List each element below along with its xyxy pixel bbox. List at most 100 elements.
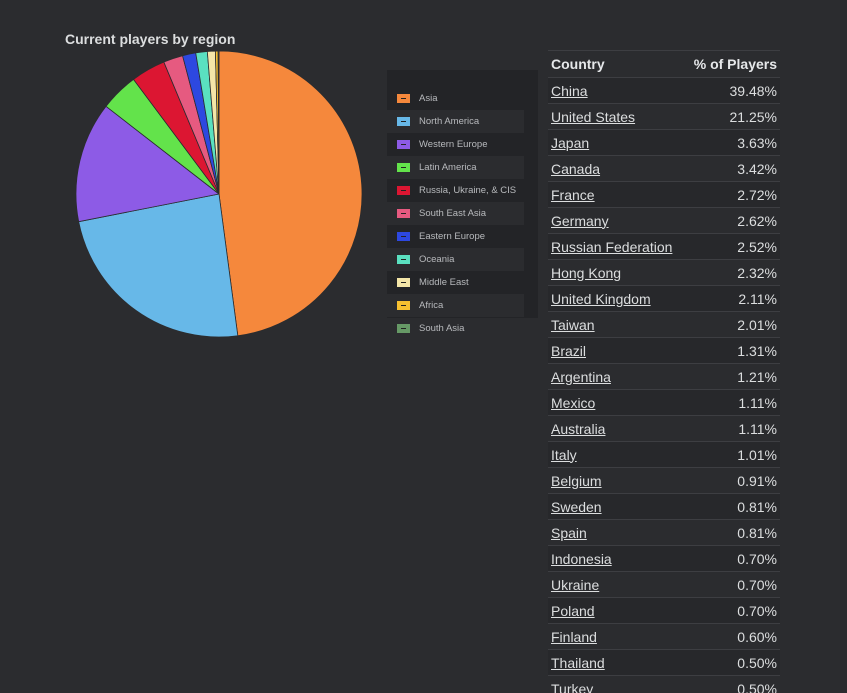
table-row: Germany 2.62% (548, 207, 780, 234)
legend-swatch (397, 255, 410, 264)
country-cell: Australia (548, 415, 685, 442)
percent-cell: 21.25% (684, 103, 780, 130)
table-row: Hong Kong 2.32% (548, 259, 780, 286)
pie-slice[interactable] (78, 193, 239, 338)
table-row: Turkey 0.50% (548, 675, 780, 693)
legend-label: Middle East (419, 277, 469, 288)
legend-label: North America (419, 116, 480, 127)
legend-item[interactable]: Middle East (387, 271, 524, 294)
legend-item[interactable]: Eastern Europe (387, 225, 524, 248)
legend-item[interactable]: Asia (387, 87, 524, 110)
country-cell: France (548, 181, 685, 208)
country-link[interactable]: United Kingdom (551, 290, 651, 307)
legend-item[interactable]: South East Asia (387, 202, 524, 225)
players-by-country-table: Country % of Players China 39.48% United S… (548, 50, 780, 693)
legend-swatch (397, 163, 410, 172)
legend-swatch (397, 117, 410, 126)
country-cell: United Kingdom (548, 285, 685, 312)
country-link[interactable]: China (551, 82, 588, 99)
pie-chart (75, 50, 363, 338)
table-row: Spain 0.81% (548, 519, 780, 546)
country-link[interactable]: Hong Kong (551, 264, 622, 281)
table-row: Finland 0.60% (548, 623, 780, 650)
country-cell: Sweden (548, 493, 685, 520)
country-cell: Poland (548, 597, 685, 624)
country-cell: Finland (548, 623, 685, 650)
legend-item[interactable]: Oceania (387, 248, 524, 271)
pie-slice[interactable] (217, 50, 220, 195)
country-link[interactable]: Canada (551, 160, 601, 177)
legend-label: Oceania (419, 254, 455, 265)
percent-cell: 2.62% (684, 207, 780, 234)
country-link[interactable]: Italy (551, 446, 577, 463)
country-cell: Ukraine (548, 571, 685, 598)
table-row: France 2.72% (548, 181, 780, 208)
table-row: Canada 3.42% (548, 155, 780, 182)
legend-label: Latin America (419, 162, 477, 173)
percent-cell: 0.81% (684, 493, 780, 520)
table-row: Poland 0.70% (548, 597, 780, 624)
percent-cell: 2.32% (684, 259, 780, 286)
legend-item[interactable]: North America (387, 110, 524, 133)
percent-cell: 0.50% (684, 675, 780, 693)
legend-swatch (397, 94, 410, 103)
country-cell: Argentina (548, 363, 685, 390)
country-cell: China (548, 77, 685, 104)
country-link[interactable]: Argentina (551, 368, 611, 385)
country-link[interactable]: Taiwan (551, 316, 595, 333)
legend-item[interactable]: Western Europe (387, 133, 524, 156)
pie-slice[interactable] (75, 105, 220, 223)
table-header-row: Country % of Players (548, 50, 780, 78)
percent-cell: 39.48% (684, 77, 780, 104)
country-link[interactable]: United States (551, 108, 636, 125)
percent-cell: 0.70% (684, 571, 780, 598)
legend-swatch (397, 301, 410, 310)
percent-cell: 0.50% (684, 649, 780, 676)
percent-column-header: % of Players (684, 50, 780, 78)
table-row: Brazil 1.31% (548, 337, 780, 364)
legend-label: Africa (419, 300, 444, 311)
country-cell: Canada (548, 155, 685, 182)
country-link[interactable]: Ukraine (551, 576, 600, 593)
country-link[interactable]: Japan (551, 134, 590, 151)
country-link[interactable]: Thailand (551, 654, 605, 671)
legend-item[interactable]: Latin America (387, 156, 524, 179)
pie-slice[interactable] (218, 50, 363, 337)
legend-label: South Asia (419, 323, 465, 334)
table-row: Ukraine 0.70% (548, 571, 780, 598)
country-link[interactable]: Belgium (551, 472, 602, 489)
country-link[interactable]: Spain (551, 524, 587, 541)
legend-item[interactable]: South Asia (387, 317, 524, 340)
country-cell: Russian Federation (548, 233, 685, 260)
legend-item[interactable]: Russia, Ukraine, & CIS (387, 179, 524, 202)
country-link[interactable]: Turkey (551, 680, 594, 693)
country-link[interactable]: Australia (551, 420, 606, 437)
table-row: Australia 1.11% (548, 415, 780, 442)
country-cell: Italy (548, 441, 685, 468)
country-link[interactable]: Germany (551, 212, 609, 229)
country-link[interactable]: Finland (551, 628, 597, 645)
country-cell: United States (548, 103, 685, 130)
legend-label: Russia, Ukraine, & CIS (419, 185, 517, 196)
country-cell: Japan (548, 129, 685, 156)
percent-cell: 0.81% (684, 519, 780, 546)
legend-swatch (397, 324, 410, 333)
country-link[interactable]: Sweden (551, 498, 602, 515)
country-link[interactable]: Brazil (551, 342, 587, 359)
country-link[interactable]: France (551, 186, 595, 203)
legend-label: Asia (419, 93, 438, 104)
percent-cell: 1.21% (684, 363, 780, 390)
country-link[interactable]: Indonesia (551, 550, 612, 567)
percent-cell: 1.01% (684, 441, 780, 468)
legend-swatch (397, 232, 410, 241)
country-cell: Belgium (548, 467, 685, 494)
percent-cell: 0.70% (684, 545, 780, 572)
country-link[interactable]: Mexico (551, 394, 596, 411)
table-row: United Kingdom 2.11% (548, 285, 780, 312)
table-body: China 39.48% United States 21.25% Japan 3.63%… (548, 77, 780, 693)
country-link[interactable]: Poland (551, 602, 595, 619)
legend-item[interactable]: Africa (387, 294, 524, 317)
country-cell: Germany (548, 207, 685, 234)
country-link[interactable]: Russian Federation (551, 238, 673, 255)
